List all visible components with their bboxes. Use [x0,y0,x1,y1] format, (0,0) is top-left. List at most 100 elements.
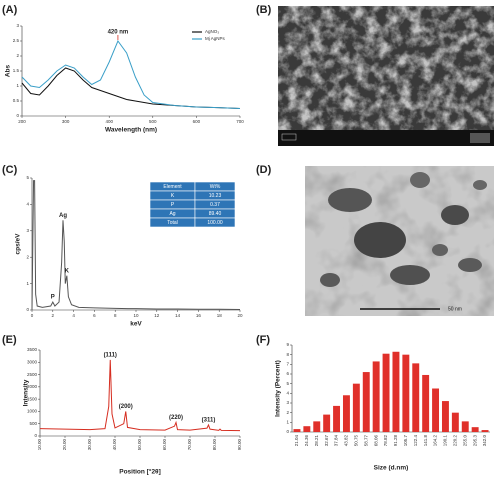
x-tick-label: 20 [237,313,243,318]
y-tick-label: 500 [29,421,37,426]
x-tick-label: 342.0 [482,435,487,447]
y-tick-label: 7 [286,362,289,367]
x-tick-label: 220.2 [453,435,458,447]
bar [303,426,311,432]
x-tick-label: 68.06 [373,435,378,447]
bar [323,414,331,432]
table-text: 10.23 [209,193,222,199]
y-tick-label: 1 [16,83,19,88]
x-axis-title: keV [130,321,142,328]
bar [481,430,489,432]
annotation: (200) [119,404,133,410]
y-tick-label: 1 [286,420,289,425]
bar [293,429,301,432]
x-tick-label: 40.00 [112,439,117,451]
y-tick-label: 1500 [27,396,38,401]
x-tick-label: 255.0 [462,435,467,447]
annotation: Ag [59,213,67,219]
y-axis-title: Abs [5,64,12,77]
x-tick-label: 8 [114,313,117,318]
x-tick-label: 28.21 [314,435,319,447]
x-tick-label: 105.7 [403,435,408,447]
annotation: (311) [202,418,216,424]
table-text: 100.00 [207,220,223,226]
y-axis-title: Intensity (Percent) [275,360,282,417]
legend-label: AgNO₃ [205,29,219,34]
bar [432,388,440,432]
bar [352,383,360,432]
line-series [21,67,241,109]
x-tick-label: 500 [149,119,157,124]
bar [422,374,430,432]
y-tick-label: 0.5 [13,98,20,103]
panel-label: (F) [256,334,270,346]
annotation: K [65,268,70,274]
x-tick-label: 200 [18,119,26,124]
x-tick-label: 295.3 [472,435,477,447]
x-tick-label: 700 [236,119,244,124]
y-tick-label: 0 [16,113,19,118]
y-tick-label: 3 [16,23,19,28]
annotation: 420 nm [108,30,129,36]
bar [392,351,400,432]
panel-label: (B) [256,4,272,16]
x-tick-label: 43.82 [344,435,349,447]
y-tick-label: 3 [286,400,289,405]
table-text: 0.37 [210,202,220,208]
x-tick-label: 2 [52,313,55,318]
x-tick-label: 4 [72,313,75,318]
y-tick-label: 4 [286,391,289,396]
bar [372,361,380,432]
line-series [39,359,241,432]
y-tick-label: 2.5 [13,38,20,43]
x-tick-label: 14 [175,313,181,318]
bar [451,412,459,432]
x-tick-label: 50.75 [354,435,359,447]
y-tick-label: 8 [286,352,289,357]
x-tick-label: 164.2 [433,435,438,447]
line-series [21,39,241,109]
y-tick-label: 0 [286,429,289,434]
bar [461,421,469,432]
x-tick-label: 32.67 [324,435,329,447]
y-tick-label: 2 [16,53,19,58]
x-tick-label: 141.8 [423,435,428,447]
y-axis-title: Intensity [23,379,30,406]
x-tick-label: 6 [93,313,96,318]
y-tick-label: 4 [26,202,29,207]
y-tick-label: 9 [286,342,289,347]
x-tick-label: 60.00 [162,439,167,451]
x-tick-label: 80.00 [212,439,217,451]
table-text: Total [167,220,178,226]
y-axis-title: cps/eV [15,233,22,255]
y-tick-label: 1000 [27,409,38,414]
y-tick-label: 5 [26,175,29,180]
x-tick-label: 21.04 [294,435,299,447]
x-tick-label: 24.36 [304,435,309,447]
bar [412,363,420,432]
y-tick-label: 2 [286,410,289,415]
x-tick-label: 600 [193,119,201,124]
y-tick-label: 2500 [27,372,38,377]
y-tick-label: 5 [286,381,289,386]
line-series [31,180,241,311]
bar [333,405,341,432]
annotation: (111) [104,352,117,358]
bar [362,372,370,432]
panel-label: (E) [2,334,17,346]
tem-image: 50 nm [305,166,494,316]
x-tick-label: 90.00 [237,439,242,451]
bar [441,401,449,432]
x-axis-title: Position [°2θ] [119,468,161,476]
bar [402,354,410,432]
x-tick-label: 20.00 [62,439,67,451]
x-tick-label: 10 [133,313,139,318]
table-text: Ag [169,211,175,217]
x-axis-title: Size (d.nm) [374,465,409,472]
y-tick-label: 2000 [27,384,38,389]
y-tick-label: 3000 [27,359,38,364]
y-tick-label: 0 [34,433,37,438]
x-tick-label: 37.84 [334,435,339,447]
sem-image [278,6,494,146]
